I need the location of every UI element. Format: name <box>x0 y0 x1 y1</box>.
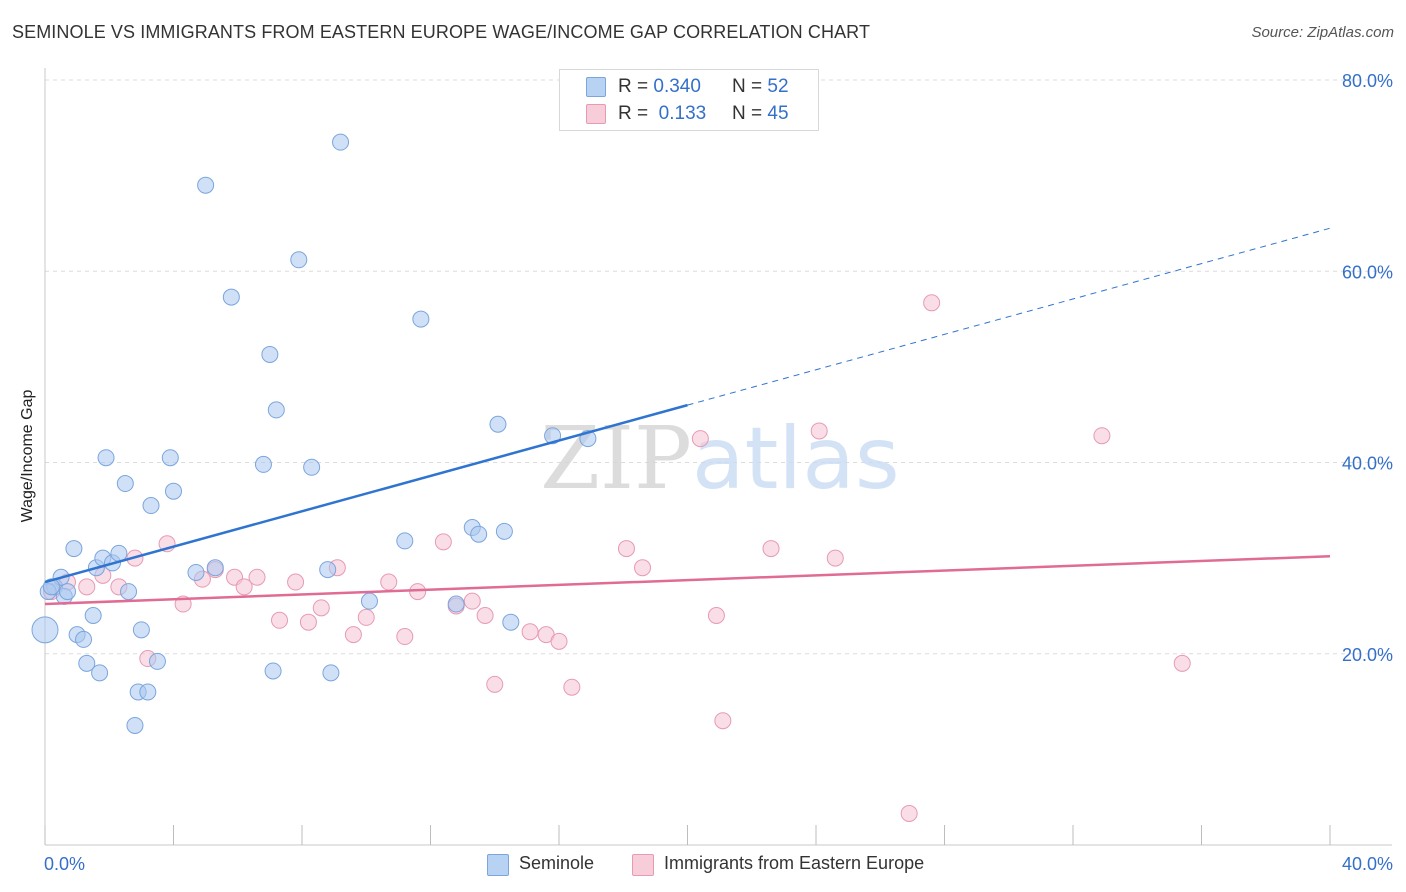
point-eastern-europe <box>714 712 732 730</box>
point-eastern-europe <box>271 611 289 629</box>
point-eastern-europe <box>463 592 481 610</box>
point-seminole <box>222 288 240 306</box>
y-tick-label: 40.0% <box>1342 454 1393 474</box>
point-seminole <box>139 683 157 701</box>
point-seminole <box>303 458 321 476</box>
point-eastern-europe <box>344 626 362 644</box>
point-seminole <box>116 475 134 493</box>
point-seminole <box>120 583 138 601</box>
point-seminole <box>65 540 83 558</box>
point-seminole <box>206 559 224 577</box>
point-eastern-europe <box>1173 654 1191 672</box>
point-seminole <box>396 532 414 550</box>
legend-swatch-seminole <box>586 77 606 97</box>
point-seminole <box>319 561 337 579</box>
point-seminole <box>267 401 285 419</box>
source-label: Source: ZipAtlas.com <box>1251 24 1394 41</box>
point-seminole <box>91 664 109 682</box>
point-seminole <box>58 583 76 601</box>
point-seminole <box>447 595 465 613</box>
point-seminole <box>261 345 279 363</box>
legend-r-seminole: R = 0.340 <box>618 76 701 97</box>
point-seminole <box>165 482 182 500</box>
series-label-seminole: Seminole <box>519 853 595 873</box>
point-eastern-europe <box>521 623 539 641</box>
point-seminole <box>161 449 179 467</box>
point-seminole <box>489 415 507 433</box>
point-seminole <box>42 578 60 596</box>
point-seminole <box>31 616 59 644</box>
point-eastern-europe <box>312 599 330 617</box>
point-eastern-europe <box>707 607 725 624</box>
point-eastern-europe <box>762 540 780 558</box>
point-eastern-europe <box>434 533 452 551</box>
point-eastern-europe <box>287 573 305 591</box>
point-eastern-europe <box>923 294 941 312</box>
point-seminole <box>332 133 350 151</box>
point-eastern-europe <box>248 568 266 586</box>
point-eastern-europe <box>634 559 652 577</box>
point-eastern-europe <box>617 540 635 558</box>
point-eastern-europe <box>235 578 253 596</box>
point-eastern-europe <box>826 549 844 567</box>
point-eastern-europe <box>900 804 918 822</box>
correlation-legend: R = 0.340 N = 52 R = 0.133 N = 45 <box>559 69 819 131</box>
point-seminole <box>502 613 520 631</box>
point-seminole <box>78 654 96 672</box>
y-tick-label: 60.0% <box>1342 262 1393 282</box>
trendline-seminole <box>44 403 688 584</box>
point-seminole <box>254 455 272 473</box>
point-eastern-europe <box>1093 427 1111 445</box>
legend-swatch-eastern-europe <box>586 104 606 124</box>
point-eastern-europe <box>486 675 504 693</box>
point-eastern-europe <box>396 628 414 646</box>
point-eastern-europe <box>476 607 494 624</box>
series-label-eastern-europe: Immigrants from Eastern Europe <box>664 853 925 873</box>
series-swatch-seminole <box>487 854 509 876</box>
y-tick-label: 20.0% <box>1342 645 1393 665</box>
y-tick-label: 80.0% <box>1342 71 1393 91</box>
point-eastern-europe <box>691 430 709 448</box>
trendline-seminole-extension <box>687 227 1331 406</box>
x-tick-label: 40.0% <box>1342 854 1393 874</box>
watermark: ZIPatlas <box>540 409 899 509</box>
point-seminole <box>360 592 378 610</box>
legend-n-eastern-europe: N = 45 <box>732 103 789 124</box>
point-seminole <box>126 716 144 734</box>
point-seminole <box>495 522 513 540</box>
point-seminole <box>412 310 430 328</box>
point-seminole <box>470 525 488 543</box>
trendline-eastern-europe <box>44 554 1331 606</box>
series-legend: Seminole Immigrants from Eastern Europe <box>0 852 1406 878</box>
point-seminole <box>142 497 160 515</box>
point-eastern-europe <box>380 573 398 591</box>
point-seminole <box>187 563 205 581</box>
point-seminole <box>197 176 215 194</box>
x-tick-label: 0.0% <box>44 854 85 874</box>
point-seminole <box>544 427 562 445</box>
point-seminole <box>97 449 115 467</box>
series-swatch-eastern-europe <box>632 854 654 876</box>
point-seminole <box>148 652 166 670</box>
point-eastern-europe <box>78 578 96 596</box>
point-seminole <box>84 607 102 624</box>
point-seminole <box>322 664 340 682</box>
legend-r-eastern-europe: R = 0.133 <box>618 103 707 124</box>
chart-title: SEMINOLE VS IMMIGRANTS FROM EASTERN EURO… <box>12 22 871 42</box>
point-eastern-europe <box>810 422 828 440</box>
point-eastern-europe <box>563 678 581 696</box>
point-seminole <box>290 251 308 269</box>
point-seminole <box>264 662 282 680</box>
legend-n-seminole: N = 52 <box>732 76 789 97</box>
point-eastern-europe <box>299 613 317 631</box>
point-eastern-europe <box>357 608 375 626</box>
point-eastern-europe <box>550 632 568 650</box>
point-seminole <box>75 630 93 648</box>
point-seminole <box>132 621 150 639</box>
